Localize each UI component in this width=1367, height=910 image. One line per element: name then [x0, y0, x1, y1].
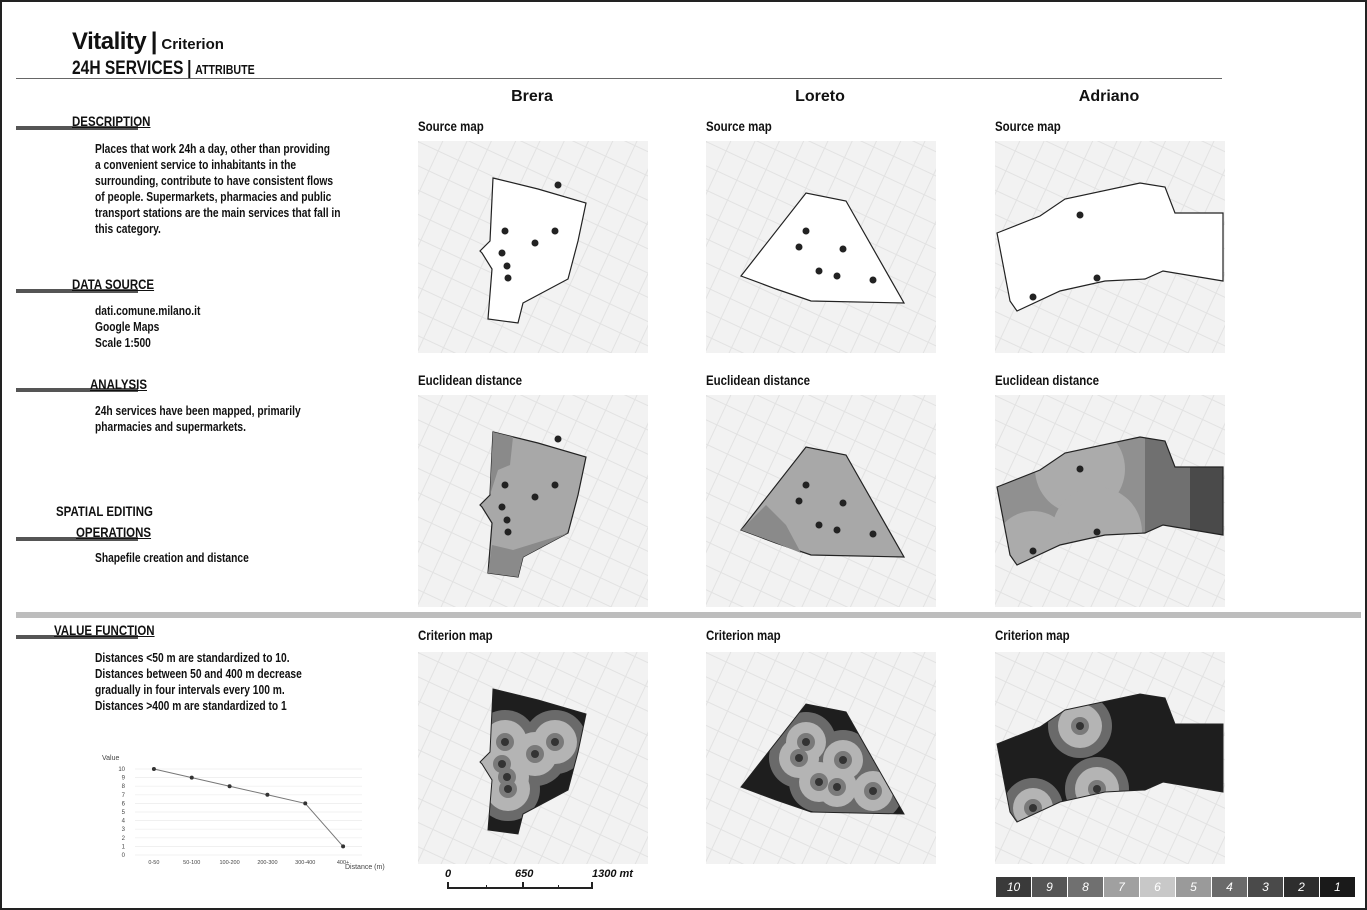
loreto-criterion-map: [706, 652, 936, 864]
data-source-text: dati.comune.milano.it Google Maps Scale …: [95, 304, 201, 350]
legend-cell-3: 3: [1248, 877, 1283, 897]
description-title: DESCRIPTION: [72, 113, 151, 129]
chart-data-point: [265, 792, 270, 797]
page-subtitle-block: 24H SERVICES | ATTRIBUTE: [72, 58, 295, 80]
chart-ytick-label: 7: [122, 793, 126, 799]
chart-xtick-label: 400+: [337, 860, 349, 866]
chart-ytick-label: 9: [122, 776, 126, 782]
title-suffix: Criterion: [161, 36, 224, 53]
analysis-bar: [16, 388, 138, 392]
brera-source-map: [418, 141, 648, 353]
adriano-criterion-map: [995, 652, 1225, 864]
adriano-euclidean-map: [995, 395, 1225, 607]
loreto-source-map: [706, 141, 936, 353]
spatial-bar: [16, 537, 138, 541]
chart-data-point: [151, 767, 156, 771]
chart-data-point: [227, 784, 232, 789]
chart-ytick-label: 0: [122, 853, 126, 859]
page-subtitle: 24H SERVICES: [72, 58, 184, 79]
legend-cell-4: 4: [1212, 877, 1247, 897]
legend-cell-6: 6: [1140, 877, 1175, 897]
chart-data-point: [189, 775, 194, 780]
adriano-criterion-label: Criterion map: [995, 627, 1070, 643]
analysis-text: 24h services have been mapped, primarily…: [95, 404, 301, 434]
adriano-euclidean-label: Euclidean distance: [995, 372, 1099, 388]
brera-euclidean-map: [418, 395, 648, 607]
adriano-source-label: Source map: [995, 118, 1061, 134]
chart-xtick-label: 200-300: [257, 860, 277, 866]
subtitle-suffix: ATTRIBUTE: [195, 62, 255, 77]
scale-label-1300: 1300 mt: [592, 868, 633, 880]
column-heading-adriano: Adriano: [1078, 88, 1140, 105]
legend-cell-7: 7: [1104, 877, 1139, 897]
chart-ytick-label: 6: [122, 801, 126, 807]
legend-cell-2: 2: [1284, 877, 1319, 897]
value-function-text: Distances <50 m are standardized to 10. …: [95, 651, 302, 713]
chart-xtick-label: 0-50: [148, 860, 159, 866]
adriano-source-map: [995, 141, 1225, 353]
section-divider: [16, 612, 1361, 618]
spatial-title-line1: SPATIAL EDITING: [56, 503, 153, 519]
legend-cell-9: 9: [1032, 877, 1067, 897]
page-title: Vitality: [72, 28, 147, 55]
loreto-euclidean-label: Euclidean distance: [706, 372, 810, 388]
chart-ytick-label: 2: [122, 836, 126, 842]
brera-criterion-label: Criterion map: [418, 627, 493, 643]
chart-xtick-label: 100-200: [219, 860, 239, 866]
data-source-bar: [16, 289, 138, 293]
analysis-title: ANALYSIS: [90, 376, 148, 392]
column-heading-brera: Brera: [511, 88, 553, 105]
chart-ylabel: Value: [102, 755, 119, 762]
loreto-criterion-label: Criterion map: [706, 627, 781, 643]
scale-label-0: 0: [445, 868, 452, 880]
legend-cell-1: 1: [1320, 877, 1355, 897]
brera-criterion-map: [418, 652, 648, 864]
chart-xtick-label: 50-100: [183, 860, 200, 866]
chart-ytick-label: 5: [122, 810, 126, 816]
description-bar: [16, 126, 138, 130]
scale-label-650: 650: [515, 868, 534, 880]
chart-ytick-label: 4: [122, 819, 126, 825]
chart-xtick-label: 300-400: [295, 860, 315, 866]
chart-xlabel: Distance (m): [345, 864, 385, 871]
chart-ytick-label: 1: [122, 844, 126, 850]
loreto-source-label: Source map: [706, 118, 772, 134]
legend-cell-8: 8: [1068, 877, 1103, 897]
legend-cell-5: 5: [1176, 877, 1211, 897]
brera-euclidean-label: Euclidean distance: [418, 372, 522, 388]
loreto-euclidean-map: [706, 395, 936, 607]
value-function-title: VALUE FUNCTION: [54, 622, 155, 638]
title-separator: |: [150, 28, 158, 55]
chart-data-point: [303, 801, 308, 806]
column-heading-loreto: Loreto: [795, 88, 845, 105]
chart-data-point: [341, 844, 346, 849]
value-function-bar: [16, 635, 138, 639]
scale-bar: 0 650 1300 mt: [445, 868, 665, 898]
chart-ytick-label: 3: [122, 827, 126, 833]
chart-ytick-label: 8: [122, 784, 126, 790]
page-header: Vitality | Criterion: [72, 28, 224, 56]
data-source-title: DATA SOURCE: [72, 276, 155, 292]
chart-series-line: [153, 768, 344, 847]
legend-cell-10: 10: [996, 877, 1031, 897]
header-divider: [16, 78, 1222, 79]
spatial-title-line2: OPERATIONS: [76, 524, 152, 540]
spatial-text: Shapefile creation and distance: [95, 551, 249, 565]
description-text: Places that work 24h a day, other than p…: [95, 142, 341, 236]
brera-source-label: Source map: [418, 118, 484, 134]
subtitle-separator: |: [187, 58, 192, 79]
chart-ytick-label: 10: [118, 767, 125, 773]
value-function-chart: Value Distance (m) 0 1 2 3 4 5 6 7 8 9 10 0-50 50-1…: [102, 755, 385, 871]
